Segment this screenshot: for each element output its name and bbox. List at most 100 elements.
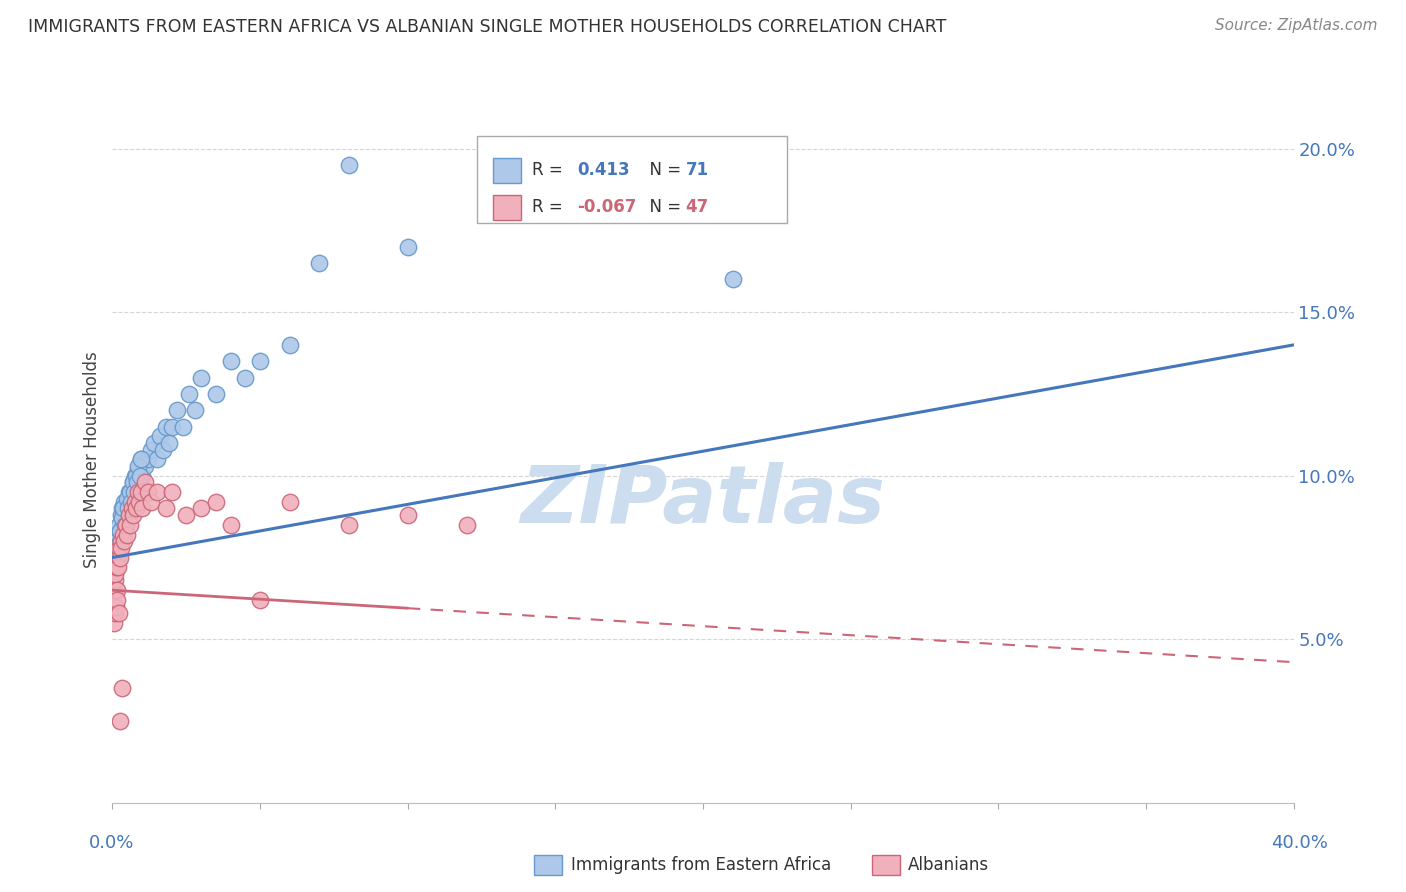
- Point: [249, 354, 271, 368]
- Point: [105, 583, 128, 598]
- Point: [160, 485, 183, 500]
- Text: 71: 71: [686, 161, 709, 179]
- Point: [110, 508, 132, 522]
- Point: [128, 495, 150, 509]
- Point: [136, 485, 159, 500]
- Point: [104, 541, 127, 555]
- Text: R =: R =: [533, 198, 568, 216]
- Point: [127, 458, 149, 473]
- Point: [122, 508, 145, 522]
- Point: [108, 541, 131, 555]
- Point: [114, 501, 136, 516]
- Point: [103, 560, 125, 574]
- Point: [107, 606, 129, 620]
- Point: [111, 501, 134, 516]
- Point: [125, 475, 148, 490]
- Point: [118, 508, 141, 522]
- Point: [134, 475, 156, 490]
- Text: R =: R =: [533, 161, 568, 179]
- Point: [134, 458, 156, 473]
- Point: [139, 495, 162, 509]
- Point: [120, 517, 142, 532]
- Point: [111, 527, 134, 541]
- Point: [131, 501, 153, 516]
- Point: [146, 485, 169, 500]
- Point: [104, 606, 127, 620]
- Point: [117, 501, 139, 516]
- Text: Albanians: Albanians: [908, 856, 990, 874]
- Point: [104, 574, 127, 588]
- Point: [219, 517, 242, 532]
- Point: [125, 485, 148, 500]
- Point: [157, 436, 180, 450]
- Point: [103, 566, 125, 581]
- Point: [114, 517, 136, 532]
- Point: [131, 468, 153, 483]
- Point: [337, 517, 360, 532]
- Text: 0.413: 0.413: [578, 161, 630, 179]
- Point: [110, 541, 132, 555]
- Point: [190, 501, 212, 516]
- Point: [337, 158, 360, 172]
- Point: [108, 534, 131, 549]
- Point: [219, 354, 242, 368]
- Point: [136, 452, 159, 467]
- Point: [174, 508, 197, 522]
- Point: [396, 508, 419, 522]
- Point: [127, 485, 149, 500]
- Point: [124, 468, 146, 483]
- Point: [233, 370, 256, 384]
- Point: [107, 534, 129, 549]
- Point: [179, 387, 201, 401]
- Point: [104, 566, 127, 581]
- Point: [118, 485, 141, 500]
- Point: [120, 495, 142, 509]
- Point: [121, 501, 143, 516]
- Point: [129, 485, 152, 500]
- Point: [117, 527, 138, 541]
- Point: [110, 524, 132, 539]
- Point: [112, 501, 135, 516]
- Text: 40.0%: 40.0%: [1271, 834, 1327, 852]
- Point: [142, 436, 165, 450]
- Point: [105, 599, 128, 614]
- Point: [166, 403, 188, 417]
- Point: [112, 495, 135, 509]
- Point: [115, 491, 138, 506]
- Point: [122, 475, 145, 490]
- Text: Source: ZipAtlas.com: Source: ZipAtlas.com: [1215, 18, 1378, 33]
- Point: [249, 593, 271, 607]
- Point: [152, 442, 174, 457]
- Point: [107, 527, 129, 541]
- Y-axis label: Single Mother Households: Single Mother Households: [83, 351, 101, 567]
- Text: Immigrants from Eastern Africa: Immigrants from Eastern Africa: [571, 856, 831, 874]
- Point: [112, 534, 135, 549]
- Point: [104, 550, 127, 565]
- Point: [103, 583, 125, 598]
- Point: [125, 501, 148, 516]
- Point: [112, 508, 135, 522]
- Point: [129, 468, 152, 483]
- Point: [105, 560, 128, 574]
- Point: [155, 501, 177, 516]
- Point: [111, 511, 134, 525]
- Point: [278, 495, 301, 509]
- Point: [131, 452, 153, 467]
- Point: [184, 403, 207, 417]
- Point: [146, 452, 169, 467]
- Point: [721, 272, 744, 286]
- Point: [103, 615, 125, 630]
- Text: 47: 47: [686, 198, 709, 216]
- Point: [108, 524, 131, 539]
- Point: [105, 547, 128, 561]
- Point: [114, 517, 136, 532]
- Point: [111, 517, 134, 532]
- Point: [155, 419, 177, 434]
- Point: [108, 550, 131, 565]
- Point: [111, 681, 134, 696]
- Point: [149, 429, 172, 443]
- Point: [118, 485, 141, 500]
- Point: [120, 501, 142, 516]
- Point: [190, 370, 212, 384]
- Point: [129, 452, 152, 467]
